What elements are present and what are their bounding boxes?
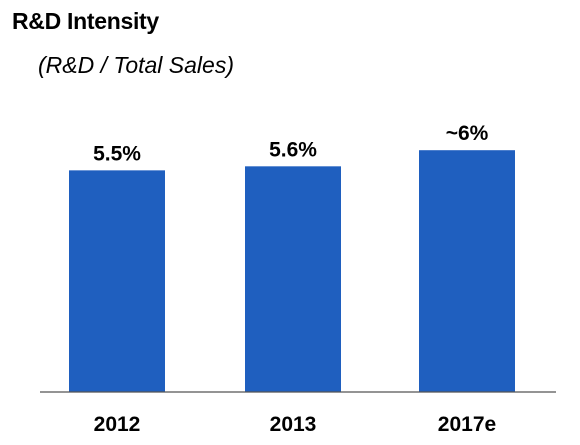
chart-title: R&D Intensity xyxy=(12,8,159,34)
x-tick-label-2013: 2013 xyxy=(270,413,317,436)
bar-2012 xyxy=(69,170,165,392)
chart-subtitle: (R&D / Total Sales) xyxy=(38,52,234,78)
bar-2017e xyxy=(419,150,515,392)
x-tick-label-2017e: 2017e xyxy=(438,413,496,436)
data-label-2013: 5.6% xyxy=(269,138,317,161)
data-label-2017e: ~6% xyxy=(446,122,489,145)
x-tick-label-2012: 2012 xyxy=(94,413,141,436)
bar-2013 xyxy=(245,166,341,392)
data-label-2012: 5.5% xyxy=(93,142,141,165)
